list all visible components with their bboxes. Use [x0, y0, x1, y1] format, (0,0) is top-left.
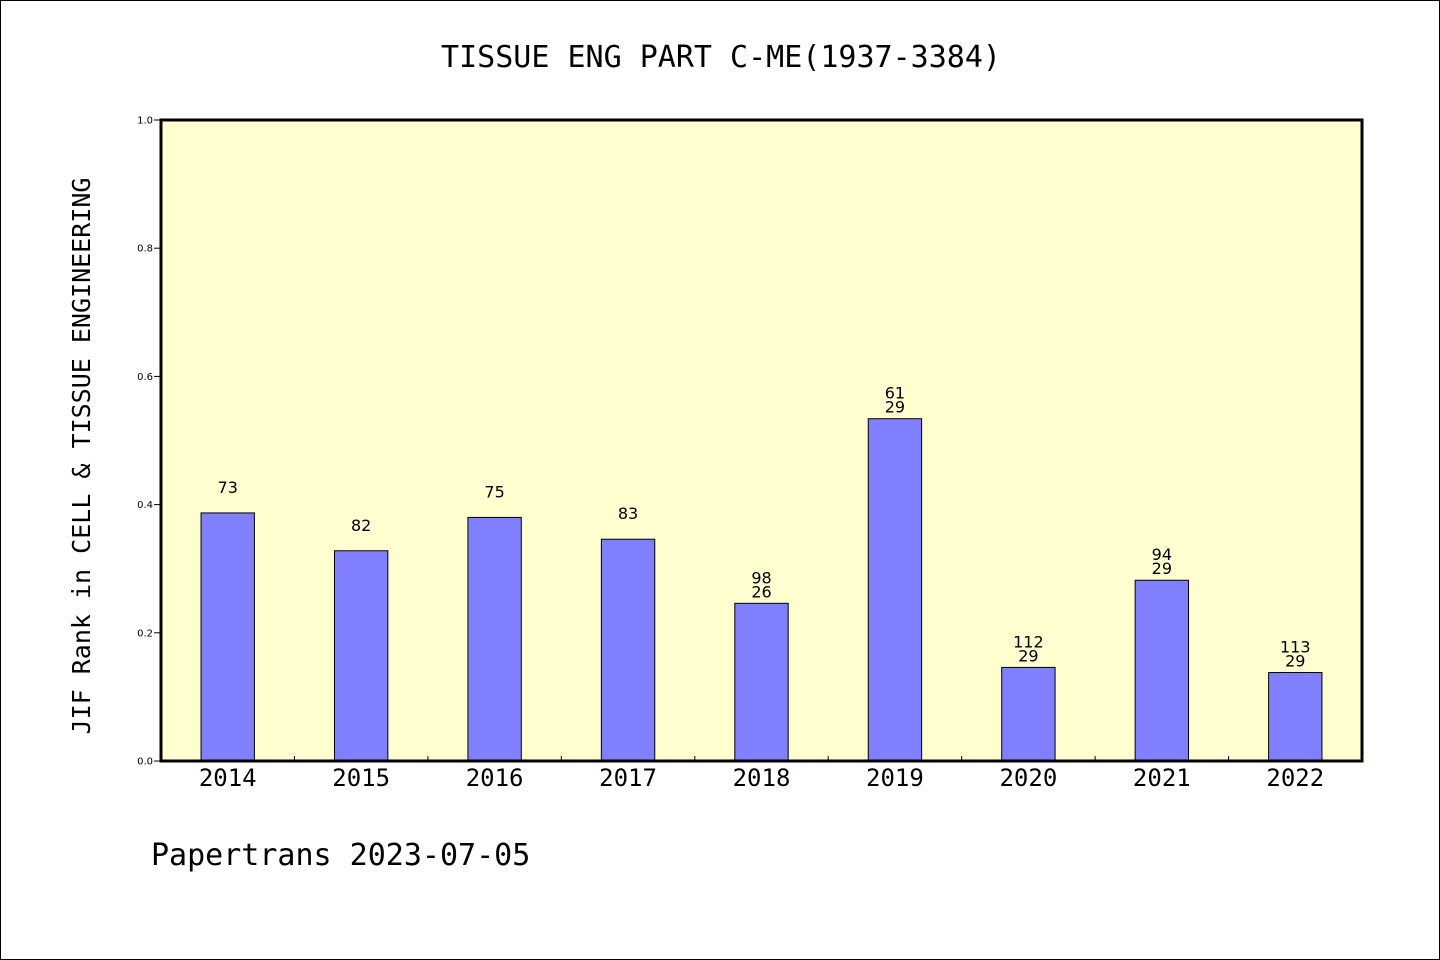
bar-2021 — [1134, 579, 1190, 762]
x-tick-label: 2016 — [466, 764, 524, 792]
x-tick-label: 2021 — [1133, 764, 1191, 792]
data-label: 26 — [751, 582, 771, 601]
y-axis: 0.0 0.2 0.4 0.6 0.8 1.0 — [137, 116, 161, 768]
footer-credit: Papertrans 2023-07-05 — [151, 838, 530, 873]
bar-2022 — [1268, 672, 1323, 762]
data-label: 75 — [484, 482, 504, 501]
data-label: 61 — [885, 384, 905, 403]
data-label: 83 — [618, 504, 638, 523]
data-label: 94 — [1152, 545, 1172, 564]
y-tick-label: 0.4 — [137, 500, 153, 511]
x-tick-label: 2017 — [599, 764, 657, 792]
bar-2018 — [734, 602, 789, 762]
data-label: 112 — [1013, 632, 1044, 651]
x-tick-label: 2014 — [199, 764, 257, 792]
y-tick-label: 0.0 — [137, 757, 153, 768]
bar-series — [200, 418, 1323, 762]
x-tick-label: 2022 — [1266, 764, 1324, 792]
x-tick-label: 2018 — [733, 764, 791, 792]
data-label: 29 — [1285, 652, 1305, 671]
data-label: 113 — [1280, 638, 1311, 657]
data-label: 29 — [1152, 559, 1172, 578]
plot-border — [159, 118, 1364, 763]
y-axis-label: JIF Rank in CELL & TISSUE ENGINEERING — [67, 178, 96, 735]
bar-2017 — [600, 538, 656, 762]
bar-2020 — [1001, 666, 1056, 762]
bar-2016 — [467, 516, 522, 762]
y-tick-label: 1.0 — [137, 116, 153, 127]
chart-title: TISSUE ENG PART C-ME(1937-3384) — [441, 40, 1001, 75]
data-label: 29 — [885, 398, 905, 417]
data-label: 98 — [751, 568, 771, 587]
y-tick-label: 0.2 — [137, 628, 153, 639]
bar-2019 — [867, 418, 923, 762]
bar-2014 — [200, 512, 255, 762]
bar-2015 — [333, 550, 389, 762]
y-tick-label: 0.8 — [137, 244, 153, 255]
data-label: 82 — [351, 516, 371, 535]
data-label: 73 — [218, 478, 238, 497]
y-tick-label: 0.6 — [137, 372, 153, 383]
x-tick-label: 2019 — [866, 764, 924, 792]
x-tick-label: 2015 — [332, 764, 390, 792]
x-tick-label: 2020 — [999, 764, 1057, 792]
x-axis: 2014 2015 2016 2017 2018 2019 2020 2021 2022 — [199, 756, 1324, 792]
data-label: 29 — [1018, 646, 1038, 665]
